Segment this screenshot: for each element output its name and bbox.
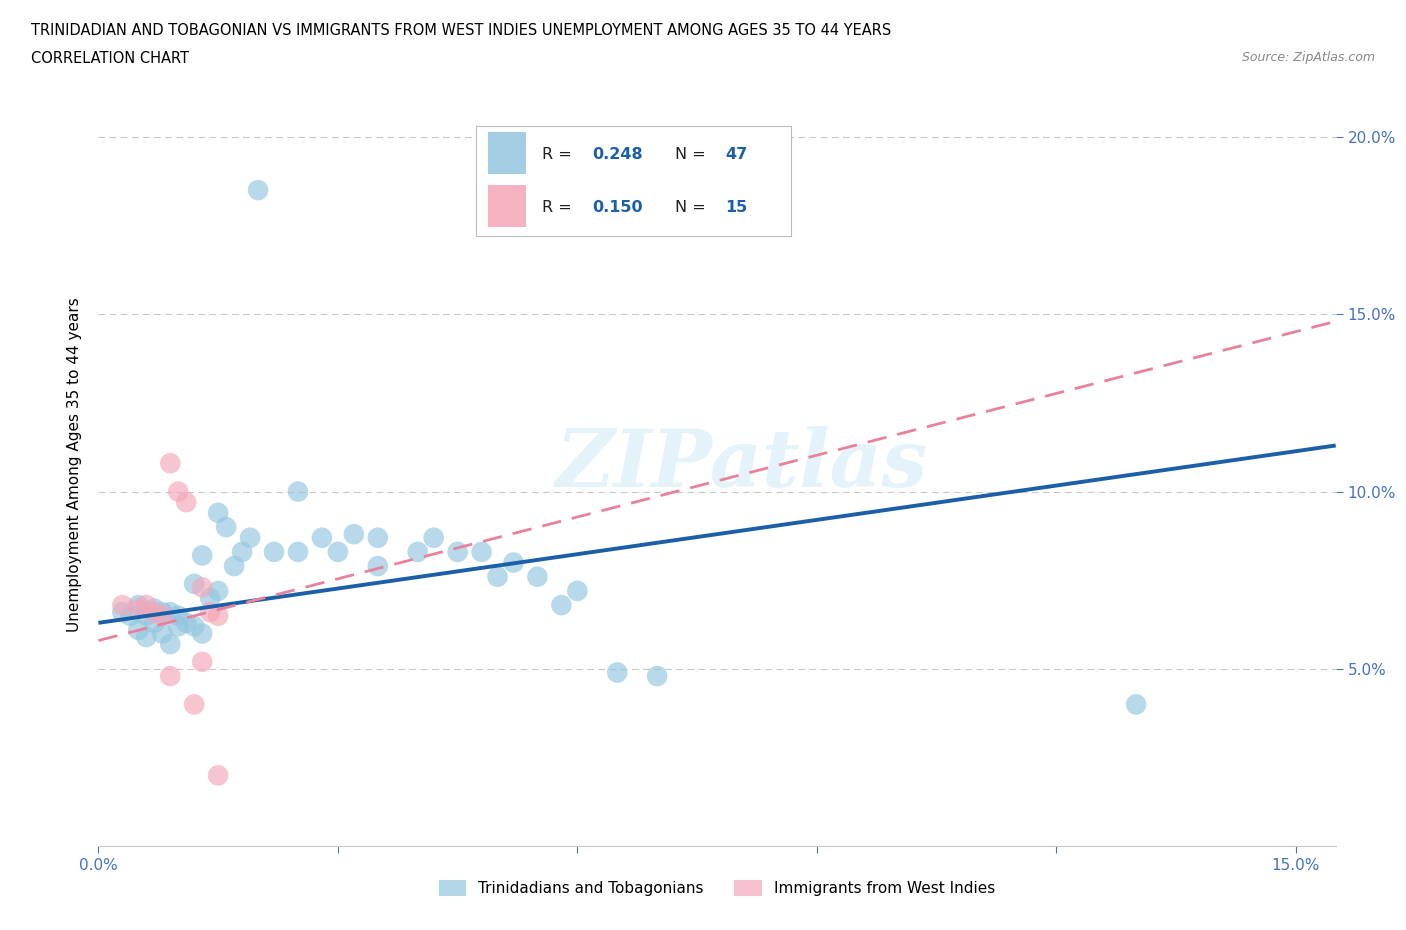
Text: CORRELATION CHART: CORRELATION CHART bbox=[31, 51, 188, 66]
Legend: Trinidadians and Tobagonians, Immigrants from West Indies: Trinidadians and Tobagonians, Immigrants… bbox=[432, 872, 1002, 903]
Point bbox=[143, 601, 166, 616]
Point bbox=[239, 530, 262, 545]
Point bbox=[526, 569, 548, 584]
Point bbox=[174, 616, 197, 631]
Point bbox=[287, 485, 309, 499]
Point bbox=[645, 669, 668, 684]
Point bbox=[247, 182, 270, 197]
Point bbox=[422, 530, 444, 545]
Point bbox=[198, 604, 221, 619]
Point bbox=[135, 598, 157, 613]
Point bbox=[224, 559, 246, 574]
Point bbox=[550, 598, 572, 613]
Point bbox=[159, 456, 181, 471]
Y-axis label: Unemployment Among Ages 35 to 44 years: Unemployment Among Ages 35 to 44 years bbox=[66, 298, 82, 632]
Text: Source: ZipAtlas.com: Source: ZipAtlas.com bbox=[1241, 51, 1375, 64]
Point bbox=[191, 548, 214, 563]
Point bbox=[263, 544, 285, 559]
Point bbox=[231, 544, 253, 559]
Point bbox=[207, 768, 229, 783]
Point bbox=[343, 526, 366, 541]
Point bbox=[167, 485, 190, 499]
Point bbox=[311, 530, 333, 545]
Point bbox=[367, 559, 389, 574]
Point bbox=[183, 577, 205, 591]
Point bbox=[406, 544, 429, 559]
Point bbox=[191, 580, 214, 595]
Point bbox=[111, 604, 134, 619]
Point bbox=[502, 555, 524, 570]
Point bbox=[606, 665, 628, 680]
Point bbox=[326, 544, 349, 559]
Point bbox=[159, 669, 181, 684]
Point bbox=[191, 655, 214, 670]
Text: ZIPatlas: ZIPatlas bbox=[555, 426, 928, 504]
Point bbox=[207, 505, 229, 520]
Point bbox=[471, 544, 494, 559]
Point bbox=[111, 598, 134, 613]
Point bbox=[367, 530, 389, 545]
Point bbox=[150, 626, 173, 641]
Point bbox=[174, 495, 197, 510]
Point bbox=[567, 583, 589, 598]
Point bbox=[183, 619, 205, 634]
Point bbox=[215, 520, 238, 535]
Point bbox=[486, 569, 509, 584]
Point bbox=[287, 544, 309, 559]
Point bbox=[191, 626, 214, 641]
Point bbox=[143, 616, 166, 631]
Point bbox=[127, 601, 149, 616]
Point bbox=[159, 637, 181, 652]
Point bbox=[135, 630, 157, 644]
Point bbox=[446, 544, 468, 559]
Point bbox=[127, 622, 149, 637]
Point bbox=[207, 583, 229, 598]
Point bbox=[143, 604, 166, 619]
Text: TRINIDADIAN AND TOBAGONIAN VS IMMIGRANTS FROM WEST INDIES UNEMPLOYMENT AMONG AGE: TRINIDADIAN AND TOBAGONIAN VS IMMIGRANTS… bbox=[31, 23, 891, 38]
Point bbox=[167, 619, 190, 634]
Point bbox=[135, 608, 157, 623]
Point bbox=[120, 608, 142, 623]
Point bbox=[207, 608, 229, 623]
Point bbox=[198, 591, 221, 605]
Point bbox=[150, 604, 173, 619]
Point bbox=[127, 598, 149, 613]
Point bbox=[150, 608, 173, 623]
Point bbox=[1125, 697, 1147, 711]
Point bbox=[183, 697, 205, 711]
Point bbox=[159, 604, 181, 619]
Point bbox=[167, 608, 190, 623]
